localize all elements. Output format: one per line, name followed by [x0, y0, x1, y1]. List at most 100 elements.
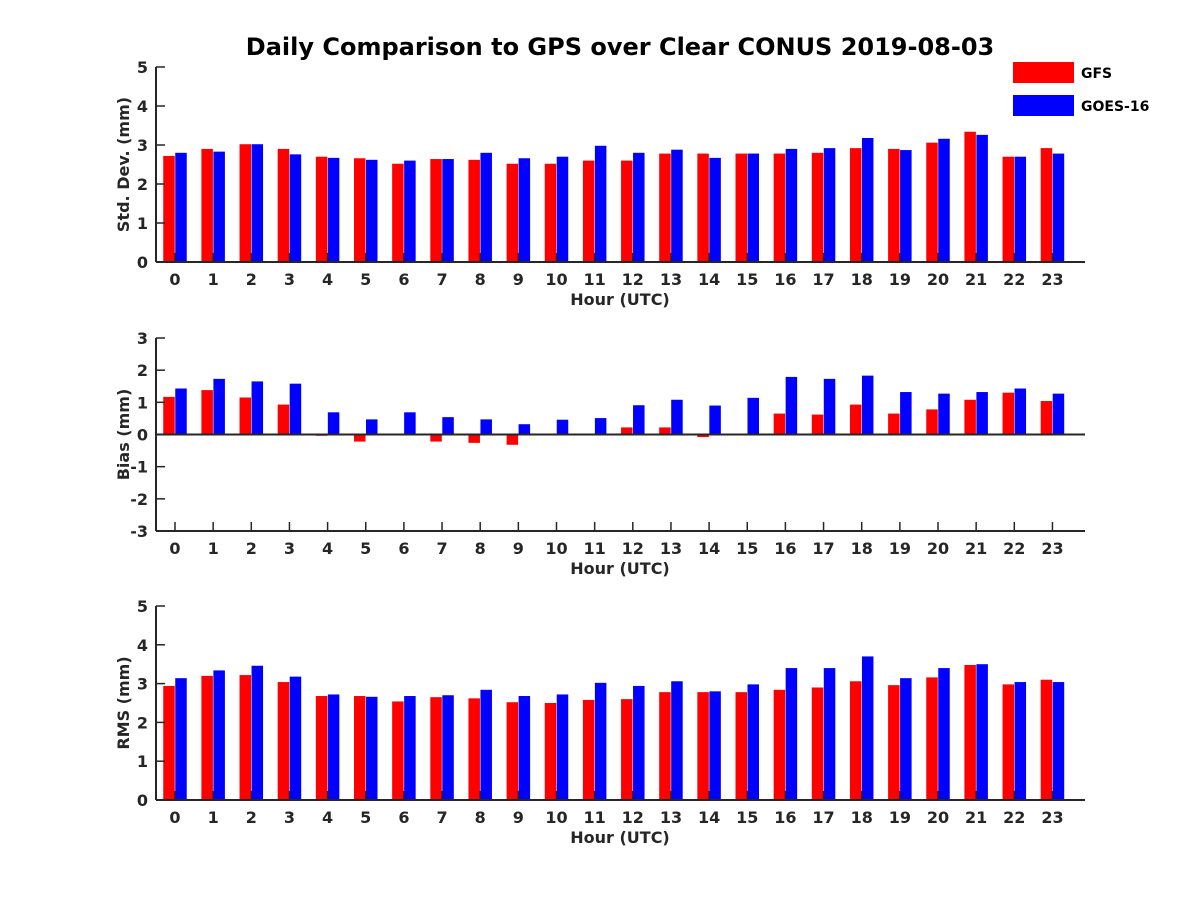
bar-goes-16-hour-17 [823, 378, 836, 435]
bar-goes-16-hour-16 [785, 376, 798, 435]
y-tick-label-1-0: -3 [130, 522, 148, 541]
x-axis-label-1: Hour (UTC) [570, 559, 670, 578]
bar-goes-16-hour-0 [175, 388, 187, 435]
bar-goes-16-hour-8 [480, 152, 492, 262]
bar-gfs-hour-20 [926, 142, 938, 262]
x-tick-label-0-13: 13 [660, 270, 682, 289]
bar-goes-16-hour-3 [289, 154, 302, 262]
bar-goes-16-hour-14 [709, 691, 721, 800]
bar-gfs-hour-14 [697, 692, 709, 800]
bar-gfs-hour-22 [1002, 156, 1015, 262]
legend: GFS GOES-16 [1013, 62, 1149, 116]
bar-goes-16-hour-23 [1052, 682, 1065, 800]
legend-label-goes-16: GOES-16 [1081, 99, 1149, 115]
bar-gfs-hour-13 [659, 692, 671, 800]
x-tick-label-1-16: 16 [774, 539, 796, 558]
bar-gfs-hour-4 [315, 156, 328, 262]
bar-gfs-hour-11 [582, 160, 595, 262]
legend-entry-goes-16: GOES-16 [1013, 95, 1149, 116]
x-tick-label-0-17: 17 [812, 270, 834, 289]
bar-gfs-hour-23 [1040, 148, 1053, 262]
bar-goes-16-hour-15 [747, 153, 759, 262]
bar-goes-16-hour-22 [1014, 682, 1027, 800]
bar-goes-16-hour-16 [785, 148, 798, 262]
bar-goes-16-hour-11 [594, 418, 607, 435]
bar-goes-16-hour-17 [823, 668, 836, 800]
bar-goes-16-hour-4 [327, 157, 340, 262]
bar-gfs-hour-13 [659, 427, 671, 435]
y-axis-label-1: Bias (mm) [114, 389, 133, 481]
bar-gfs-hour-19 [888, 685, 900, 800]
bar-goes-16-hour-3 [289, 676, 302, 800]
x-tick-label-0-15: 15 [736, 270, 758, 289]
x-tick-label-2-19: 19 [889, 808, 911, 827]
x-tick-label-1-22: 22 [1003, 539, 1025, 558]
bar-gfs-hour-17 [811, 687, 824, 800]
x-tick-label-2-11: 11 [584, 808, 606, 827]
bar-goes-16-hour-14 [709, 405, 721, 435]
x-tick-label-0-23: 23 [1041, 270, 1063, 289]
legend-entry-gfs: GFS [1013, 62, 1112, 83]
x-tick-label-2-9: 9 [513, 808, 524, 827]
bar-goes-16-hour-18 [861, 656, 874, 800]
x-tick-label-0-9: 9 [513, 270, 524, 289]
x-tick-label-1-2: 2 [246, 539, 257, 558]
bar-gfs-hour-1 [201, 390, 213, 435]
legend-swatch-goes-16 [1013, 95, 1074, 116]
bar-gfs-hour-16 [773, 413, 786, 435]
x-tick-label-1-11: 11 [584, 539, 606, 558]
bar-goes-16-hour-6 [404, 160, 416, 262]
y-tick-label-0-2: 2 [137, 175, 148, 194]
bar-gfs-hour-18 [849, 148, 862, 262]
x-tick-label-1-12: 12 [622, 539, 644, 558]
x-tick-label-1-20: 20 [927, 539, 949, 558]
x-tick-label-2-16: 16 [774, 808, 796, 827]
x-tick-label-0-21: 21 [965, 270, 987, 289]
x-tick-label-0-14: 14 [698, 270, 720, 289]
y-tick-label-2-2: 2 [137, 713, 148, 732]
x-tick-label-2-13: 13 [660, 808, 682, 827]
bar-gfs-hour-11 [582, 699, 595, 800]
x-tick-label-2-0: 0 [169, 808, 180, 827]
bar-gfs-hour-0 [163, 155, 175, 262]
bar-goes-16-hour-10 [556, 419, 569, 435]
bar-goes-16-hour-5 [366, 159, 378, 262]
bar-goes-16-hour-2 [251, 665, 264, 800]
x-tick-label-2-20: 20 [927, 808, 949, 827]
bar-gfs-hour-1 [201, 675, 213, 800]
y-tick-label-0-5: 5 [137, 58, 148, 77]
bar-gfs-hour-5 [354, 434, 366, 442]
y-tick-label-1-3: 0 [137, 426, 148, 445]
bar-gfs-hour-17 [811, 152, 824, 262]
bar-gfs-hour-21 [964, 131, 976, 262]
bar-goes-16-hour-23 [1052, 153, 1065, 262]
x-tick-label-2-8: 8 [475, 808, 486, 827]
bar-goes-16-hour-13 [671, 149, 683, 262]
bar-gfs-hour-2 [239, 397, 252, 435]
bar-goes-16-hour-20 [938, 393, 950, 435]
y-tick-label-1-1: -2 [130, 490, 148, 509]
x-tick-label-2-7: 7 [436, 808, 447, 827]
bar-goes-16-hour-7 [442, 417, 454, 435]
x-tick-label-1-21: 21 [965, 539, 987, 558]
x-tick-label-2-2: 2 [246, 808, 257, 827]
bar-goes-16-hour-20 [938, 668, 950, 800]
x-tick-label-1-0: 0 [169, 539, 180, 558]
x-tick-label-1-6: 6 [398, 539, 409, 558]
bar-goes-16-hour-5 [366, 696, 378, 800]
bar-goes-16-hour-8 [480, 419, 492, 435]
bar-goes-16-hour-7 [442, 695, 454, 800]
x-tick-label-0-4: 4 [322, 270, 333, 289]
y-tick-label-2-1: 1 [137, 752, 148, 771]
bar-goes-16-hour-1 [213, 378, 225, 435]
x-tick-label-0-3: 3 [284, 270, 295, 289]
chart-title: Daily Comparison to GPS over Clear CONUS… [246, 33, 994, 61]
bar-gfs-hour-20 [926, 409, 938, 435]
bar-gfs-hour-8 [468, 698, 480, 800]
x-tick-label-2-14: 14 [698, 808, 720, 827]
x-tick-label-2-3: 3 [284, 808, 295, 827]
x-tick-label-0-5: 5 [360, 270, 371, 289]
